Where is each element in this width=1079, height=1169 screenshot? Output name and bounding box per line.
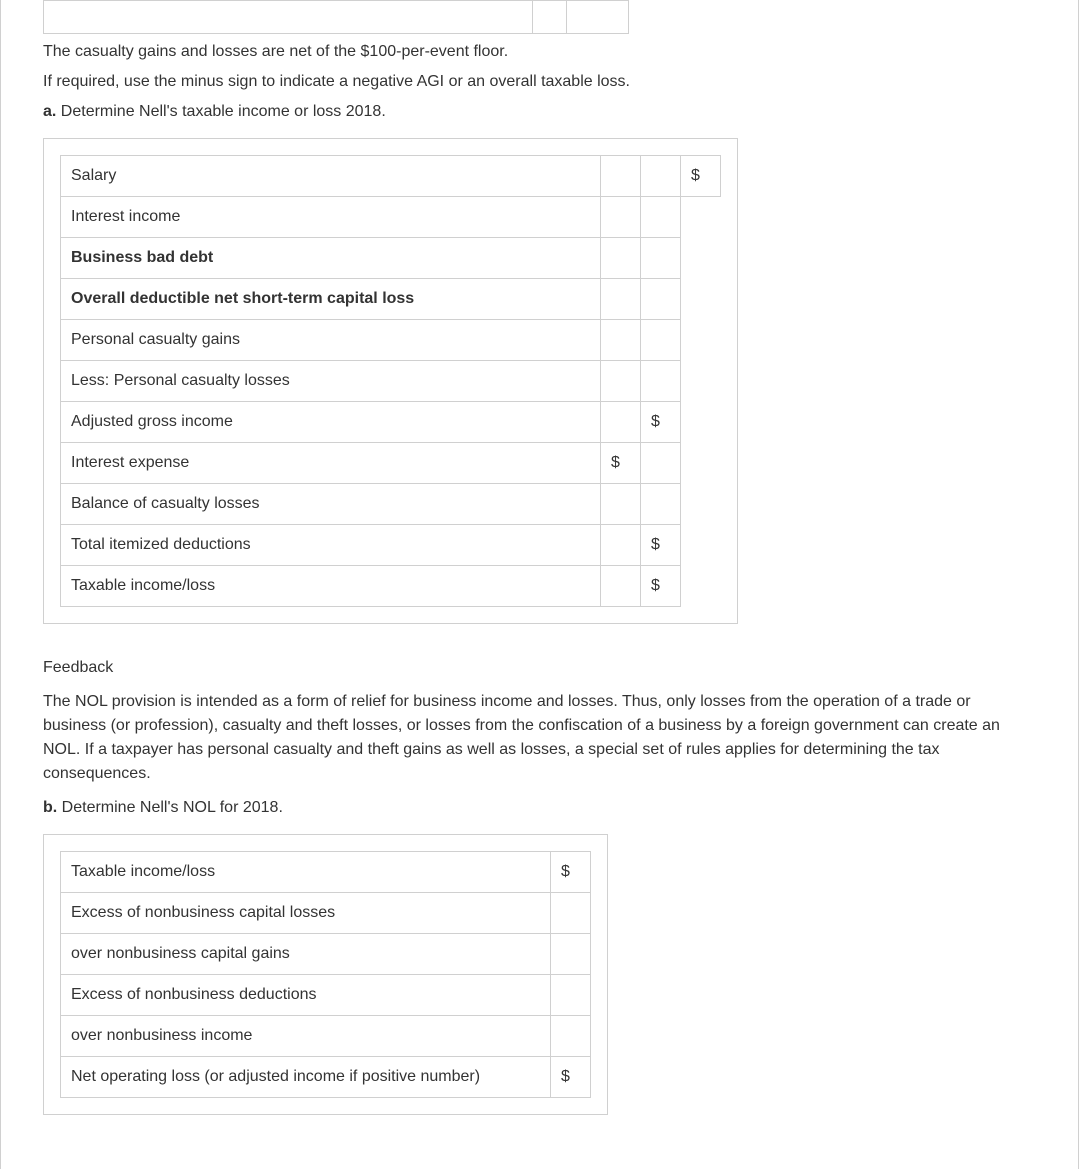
amount-cell-2[interactable]: [641, 443, 681, 484]
row-label: Adjusted gross income: [61, 402, 601, 443]
stub-box[interactable]: [567, 0, 629, 34]
amount-cell-1[interactable]: [601, 484, 641, 525]
table-row: Taxable income/loss$: [61, 852, 591, 893]
table-row: Interest income: [61, 197, 721, 238]
question-a-lead: a.: [43, 103, 56, 120]
table-row: Taxable income/loss $: [61, 566, 721, 607]
top-input-stub: [43, 0, 1036, 34]
stub-box[interactable]: [43, 0, 533, 34]
amount-cell-1[interactable]: [601, 566, 641, 607]
row-label: Taxable income/loss: [61, 852, 551, 893]
amount-cell[interactable]: [551, 1016, 591, 1057]
feedback-heading: Feedback: [43, 656, 1036, 680]
table-row: over nonbusiness capital gains: [61, 934, 591, 975]
table-row: Business bad debt: [61, 238, 721, 279]
amount-cell-3[interactable]: $: [681, 156, 721, 197]
row-label: Balance of casualty losses: [61, 484, 601, 525]
amount-cell-1[interactable]: [601, 361, 641, 402]
amount-cell-2[interactable]: [641, 197, 681, 238]
table-a: Salary $ Interest incomeBusiness bad debtO…: [60, 155, 721, 607]
table-row: Interest expense$: [61, 443, 721, 484]
row-label: Personal casualty gains: [61, 320, 601, 361]
amount-cell-2[interactable]: [641, 238, 681, 279]
row-label: Interest income: [61, 197, 601, 238]
row-label: Salary: [61, 156, 601, 197]
table-row: Adjusted gross income $: [61, 402, 721, 443]
intro-line: The casualty gains and losses are net of…: [43, 40, 1036, 64]
amount-cell-1[interactable]: [601, 320, 641, 361]
row-label: Less: Personal casualty losses: [61, 361, 601, 402]
amount-cell-1[interactable]: [601, 402, 641, 443]
amount-cell[interactable]: [551, 893, 591, 934]
row-label: over nonbusiness income: [61, 1016, 551, 1057]
row-label: Excess of nonbusiness capital losses: [61, 893, 551, 934]
stub-box[interactable]: [533, 0, 567, 34]
table-row: Balance of casualty losses: [61, 484, 721, 525]
table-row: Net operating loss (or adjusted income i…: [61, 1057, 591, 1098]
table-row: Salary $: [61, 156, 721, 197]
amount-cell[interactable]: $: [551, 852, 591, 893]
row-label: Business bad debt: [61, 238, 601, 279]
amount-cell-2[interactable]: [641, 320, 681, 361]
question-b-lead: b.: [43, 799, 57, 816]
amount-cell[interactable]: $: [551, 1057, 591, 1098]
table-b-container: Taxable income/loss$Excess of nonbusines…: [43, 834, 608, 1115]
row-label: Net operating loss (or adjusted income i…: [61, 1057, 551, 1098]
amount-cell-1[interactable]: [601, 279, 641, 320]
question-b: b. Determine Nell's NOL for 2018.: [43, 796, 1036, 820]
intro-line: If required, use the minus sign to indic…: [43, 70, 1036, 94]
row-label: Total itemized deductions: [61, 525, 601, 566]
intro-text: The casualty gains and losses are net of…: [43, 40, 1036, 94]
row-label: Excess of nonbusiness deductions: [61, 975, 551, 1016]
amount-cell-2[interactable]: $: [641, 402, 681, 443]
amount-cell-1[interactable]: [601, 156, 641, 197]
table-row: Personal casualty gains: [61, 320, 721, 361]
table-row: over nonbusiness income: [61, 1016, 591, 1057]
table-row: Excess of nonbusiness deductions: [61, 975, 591, 1016]
amount-cell-2[interactable]: $: [641, 525, 681, 566]
amount-cell-1[interactable]: $: [601, 443, 641, 484]
amount-cell-2[interactable]: [641, 279, 681, 320]
question-b-text: Determine Nell's NOL for 2018.: [57, 799, 283, 816]
row-label: over nonbusiness capital gains: [61, 934, 551, 975]
row-label: Overall deductible net short-term capita…: [61, 279, 601, 320]
amount-cell-2[interactable]: $: [641, 566, 681, 607]
feedback-section: Feedback The NOL provision is intended a…: [43, 656, 1036, 786]
table-row: Excess of nonbusiness capital losses: [61, 893, 591, 934]
amount-cell-2[interactable]: [641, 361, 681, 402]
table-b: Taxable income/loss$Excess of nonbusines…: [60, 851, 591, 1098]
amount-cell-1[interactable]: [601, 197, 641, 238]
amount-cell-2[interactable]: [641, 156, 681, 197]
amount-cell[interactable]: [551, 975, 591, 1016]
feedback-text: The NOL provision is intended as a form …: [43, 690, 1036, 786]
row-label: Interest expense: [61, 443, 601, 484]
table-row: Less: Personal casualty losses: [61, 361, 721, 402]
table-a-container: Salary $ Interest incomeBusiness bad debtO…: [43, 138, 738, 624]
question-a-text: Determine Nell's taxable income or loss …: [56, 103, 385, 120]
amount-cell[interactable]: [551, 934, 591, 975]
amount-cell-1[interactable]: [601, 525, 641, 566]
question-a: a. Determine Nell's taxable income or lo…: [43, 100, 1036, 124]
table-row: Overall deductible net short-term capita…: [61, 279, 721, 320]
amount-cell-2[interactable]: [641, 484, 681, 525]
row-label: Taxable income/loss: [61, 566, 601, 607]
table-row: Total itemized deductions $: [61, 525, 721, 566]
amount-cell-1[interactable]: [601, 238, 641, 279]
